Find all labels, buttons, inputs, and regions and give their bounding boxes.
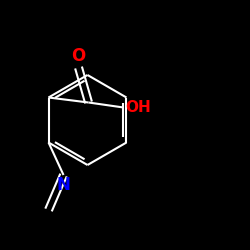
Text: OH: OH — [125, 100, 150, 115]
Text: O: O — [72, 47, 86, 65]
Text: N: N — [56, 176, 70, 194]
